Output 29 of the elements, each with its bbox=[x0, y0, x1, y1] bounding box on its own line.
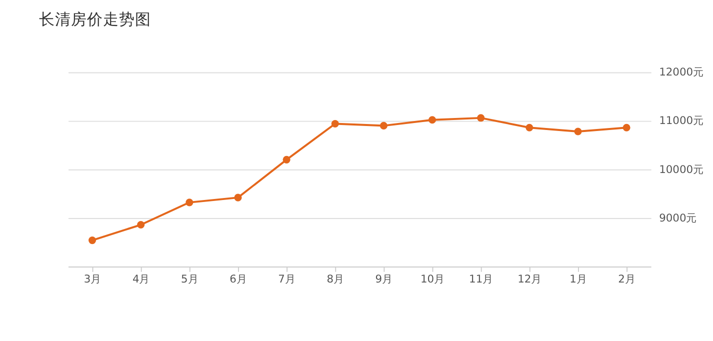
point bbox=[574, 128, 582, 136]
chart-title: 长清房价走势图 bbox=[38, 10, 151, 29]
x-tick-label: 8月 bbox=[326, 272, 345, 286]
x-tick-label: 5月 bbox=[181, 272, 199, 286]
y-tick-label: 12000元 bbox=[659, 66, 704, 79]
x-tick-label: 2月 bbox=[618, 272, 636, 286]
point bbox=[88, 236, 96, 244]
point bbox=[331, 120, 339, 128]
point bbox=[428, 116, 436, 124]
y-tick-label: 11000元 bbox=[659, 114, 704, 128]
point bbox=[622, 124, 630, 132]
x-tick-label: 11月 bbox=[469, 272, 494, 286]
x-tick-label: 12月 bbox=[518, 272, 542, 286]
x-tick-label: 4月 bbox=[132, 272, 150, 286]
point bbox=[234, 194, 242, 202]
point bbox=[282, 156, 290, 164]
x-tick-label: 6月 bbox=[230, 272, 248, 286]
point bbox=[380, 122, 388, 130]
x-tick-label: 7月 bbox=[278, 272, 296, 286]
x-tick-label: 9月 bbox=[375, 272, 394, 286]
x-tick-label: 3月 bbox=[84, 272, 102, 286]
x-tick-label: 10月 bbox=[420, 272, 446, 286]
x-tick-label: 1月 bbox=[570, 272, 588, 286]
y-tick-label: 9000元 bbox=[659, 211, 698, 224]
point bbox=[477, 114, 485, 122]
point bbox=[186, 198, 194, 206]
point bbox=[137, 221, 145, 229]
y-tick-label: 10000元 bbox=[659, 162, 704, 176]
point bbox=[526, 124, 534, 132]
